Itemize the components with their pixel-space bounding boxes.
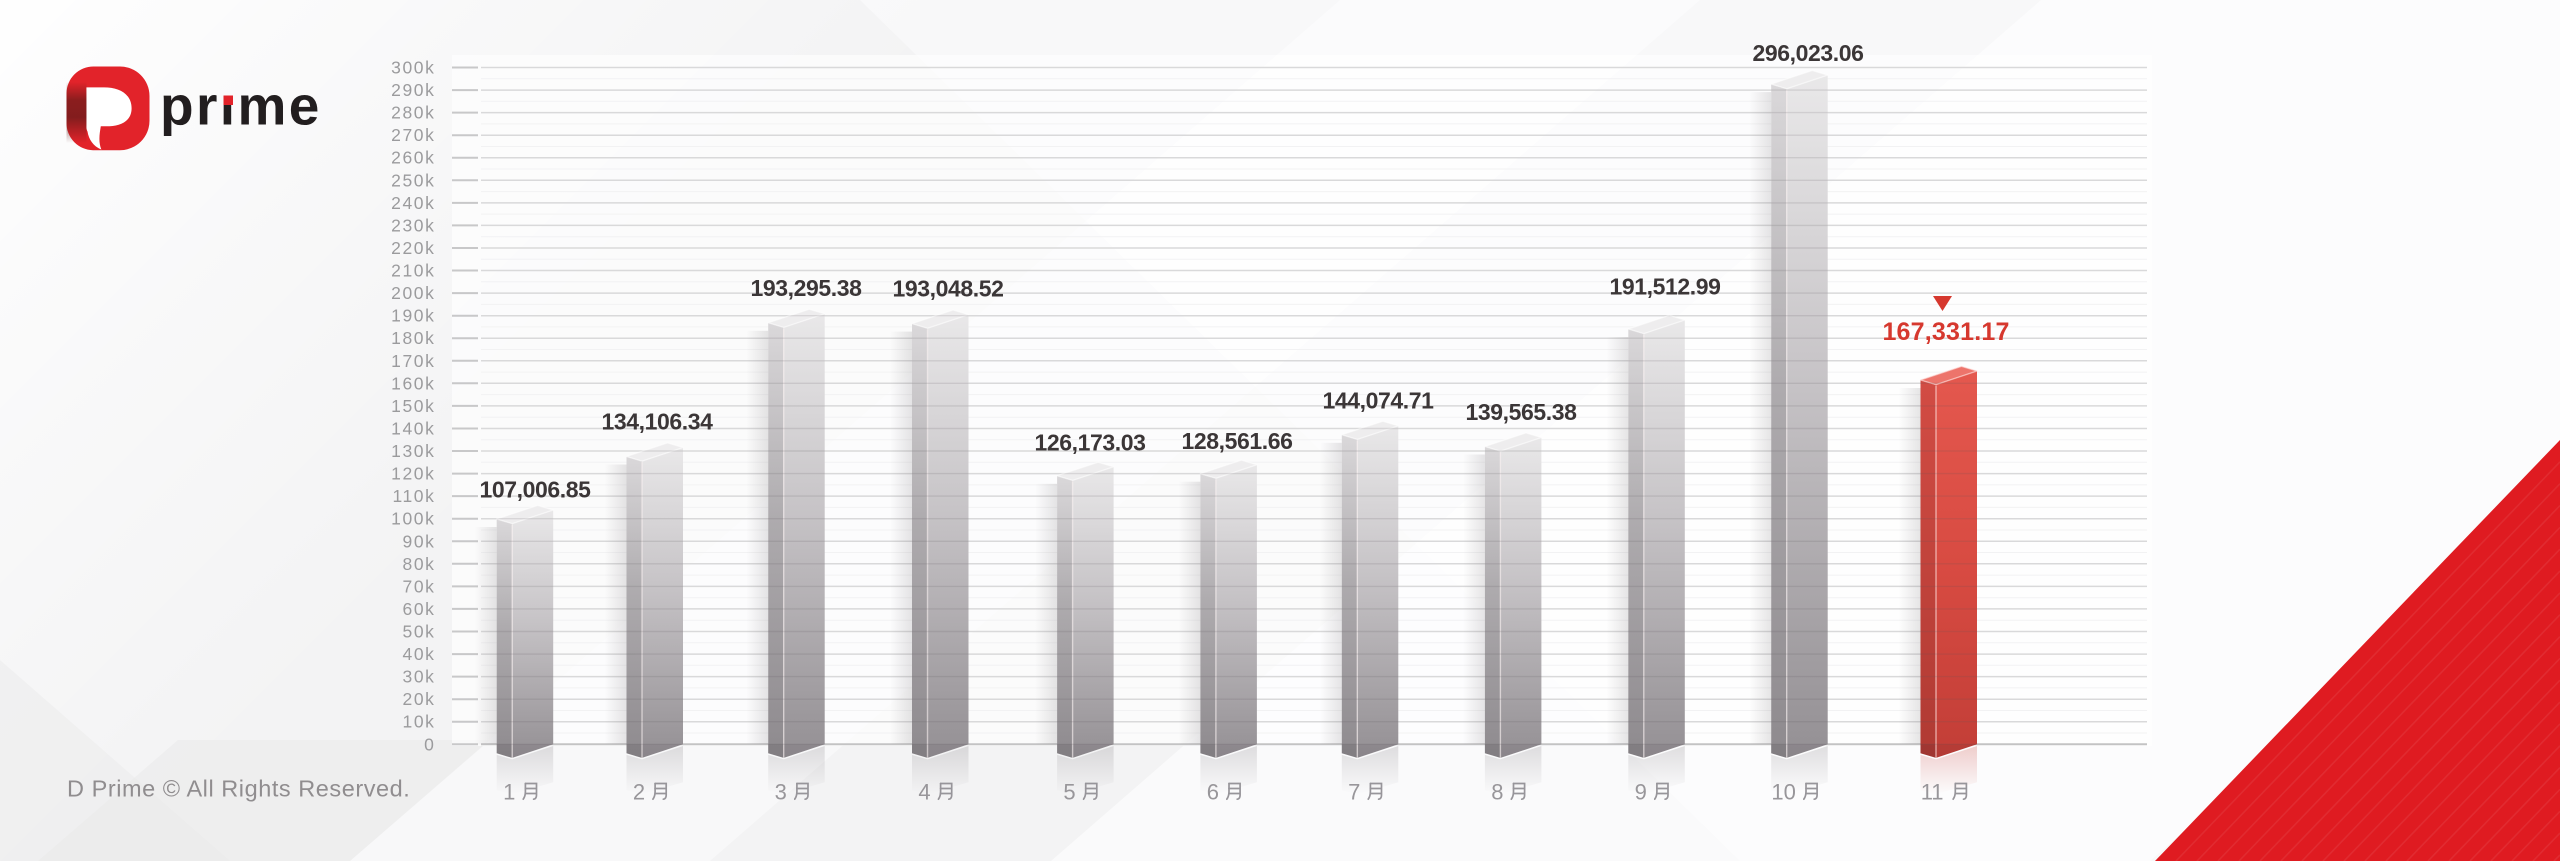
svg-text:220k: 220k (391, 238, 435, 258)
svg-text:10: 10 (1771, 780, 1795, 805)
svg-text:40k: 40k (402, 644, 435, 664)
svg-text:210k: 210k (391, 261, 435, 281)
svg-text:9: 9 (1635, 780, 1647, 805)
svg-text:30k: 30k (402, 667, 435, 687)
svg-text:230k: 230k (391, 215, 435, 235)
svg-text:180k: 180k (391, 328, 435, 348)
svg-text:190k: 190k (391, 306, 435, 326)
svg-text:50k: 50k (402, 622, 435, 642)
svg-text:290k: 290k (391, 80, 435, 100)
svg-text:7: 7 (1348, 780, 1360, 805)
svg-text:139,565.38: 139,565.38 (1465, 399, 1577, 425)
svg-text:0: 0 (424, 734, 435, 754)
svg-text:80k: 80k (402, 554, 435, 574)
svg-text:20k: 20k (402, 689, 435, 709)
svg-text:128,561.66: 128,561.66 (1181, 428, 1292, 454)
svg-text:100k: 100k (391, 509, 435, 529)
svg-text:1: 1 (503, 780, 515, 805)
svg-text:70k: 70k (402, 576, 435, 596)
svg-text:D Prime © All Rights Reserved.: D Prime © All Rights Reserved. (67, 776, 410, 802)
svg-text:134,106.34: 134,106.34 (601, 409, 713, 435)
svg-text:2: 2 (633, 780, 645, 805)
svg-text:10k: 10k (402, 712, 435, 732)
svg-text:200k: 200k (391, 283, 435, 303)
svg-text:193,295.38: 193,295.38 (750, 275, 862, 301)
svg-text:110k: 110k (392, 486, 435, 506)
svg-text:5: 5 (1063, 780, 1075, 805)
svg-text:191,512.99: 191,512.99 (1609, 274, 1720, 300)
svg-text:300k: 300k (391, 58, 435, 78)
svg-text:107,006.85: 107,006.85 (479, 477, 591, 503)
svg-text:6: 6 (1207, 780, 1219, 805)
svg-text:296,023.06: 296,023.06 (1752, 40, 1863, 66)
svg-text:150k: 150k (391, 396, 435, 416)
svg-text:240k: 240k (391, 193, 435, 213)
svg-text:193,048.52: 193,048.52 (892, 276, 1003, 302)
svg-text:130k: 130k (391, 441, 435, 461)
svg-text:11: 11 (1921, 780, 1944, 805)
svg-text:280k: 280k (391, 103, 435, 123)
svg-text:167,331.17: 167,331.17 (1882, 318, 2009, 346)
svg-text:144,074.71: 144,074.71 (1322, 388, 1434, 414)
svg-text:260k: 260k (391, 148, 435, 168)
svg-text:126,173.03: 126,173.03 (1034, 430, 1145, 456)
svg-text:160k: 160k (391, 373, 435, 393)
svg-text:270k: 270k (391, 125, 435, 145)
svg-text:140k: 140k (391, 419, 435, 439)
svg-text:250k: 250k (391, 170, 435, 190)
svg-text:60k: 60k (402, 599, 435, 619)
svg-text:170k: 170k (391, 351, 435, 371)
svg-text:8: 8 (1491, 780, 1503, 805)
svg-text:120k: 120k (391, 464, 435, 484)
svg-text:3: 3 (775, 780, 787, 805)
svg-text:prıme: prıme (160, 75, 322, 137)
svg-text:90k: 90k (402, 531, 435, 551)
svg-text:4: 4 (918, 780, 930, 805)
